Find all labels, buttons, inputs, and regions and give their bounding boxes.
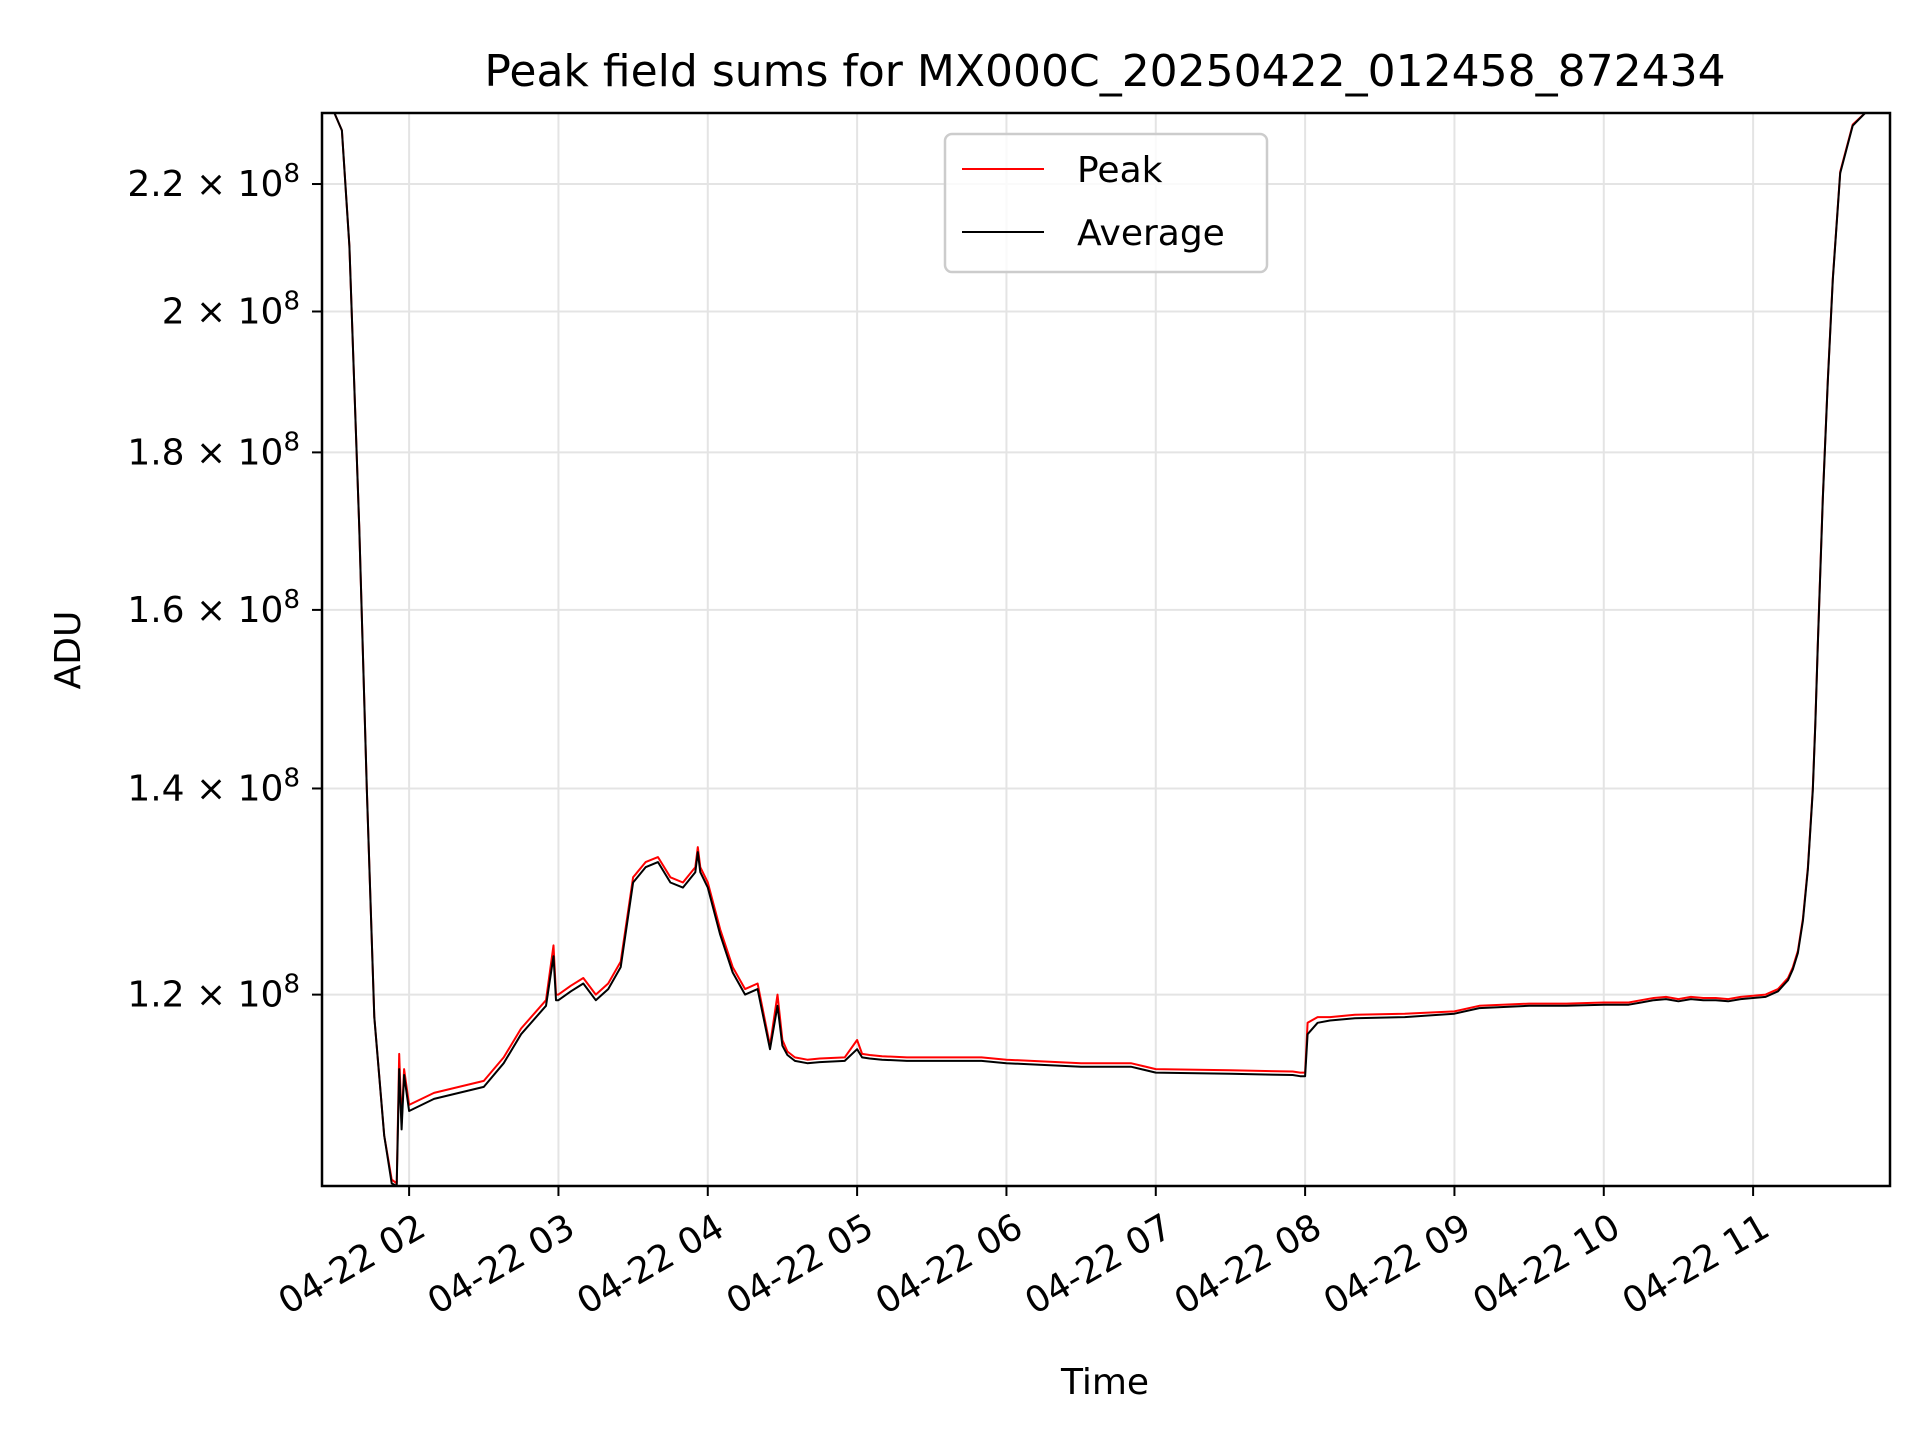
series-lines xyxy=(322,113,1890,1186)
chart-title: Peak field sums for MX000C_20250422_0124… xyxy=(484,46,1725,97)
series-line-peak xyxy=(322,113,1890,1185)
y-tick-label: 1.2 × 108 xyxy=(127,970,300,1016)
legend-label-peak: Peak xyxy=(1077,150,1163,191)
y-tick-label: 2 × 108 xyxy=(162,286,300,332)
legend-label-average: Average xyxy=(1077,213,1225,254)
y-tick-label: 1.6 × 108 xyxy=(127,585,300,631)
plot-frame xyxy=(320,111,1892,1188)
y-tick-label: 1.4 × 108 xyxy=(127,763,300,809)
x-axis-label: Time xyxy=(1060,1362,1149,1403)
y-tick-label: 2.2 × 108 xyxy=(127,159,300,205)
legend: Peak Average xyxy=(943,132,1269,274)
grid xyxy=(322,113,1890,1186)
y-axis-label: ADU xyxy=(48,611,89,690)
y-axis-ticks: 1.2 × 108 1.4 × 108 1.6 × 108 1.8 × 108 2 × … xyxy=(127,159,322,1016)
y-tick-label: 1.8 × 108 xyxy=(127,427,300,473)
series-line-average xyxy=(322,113,1890,1186)
